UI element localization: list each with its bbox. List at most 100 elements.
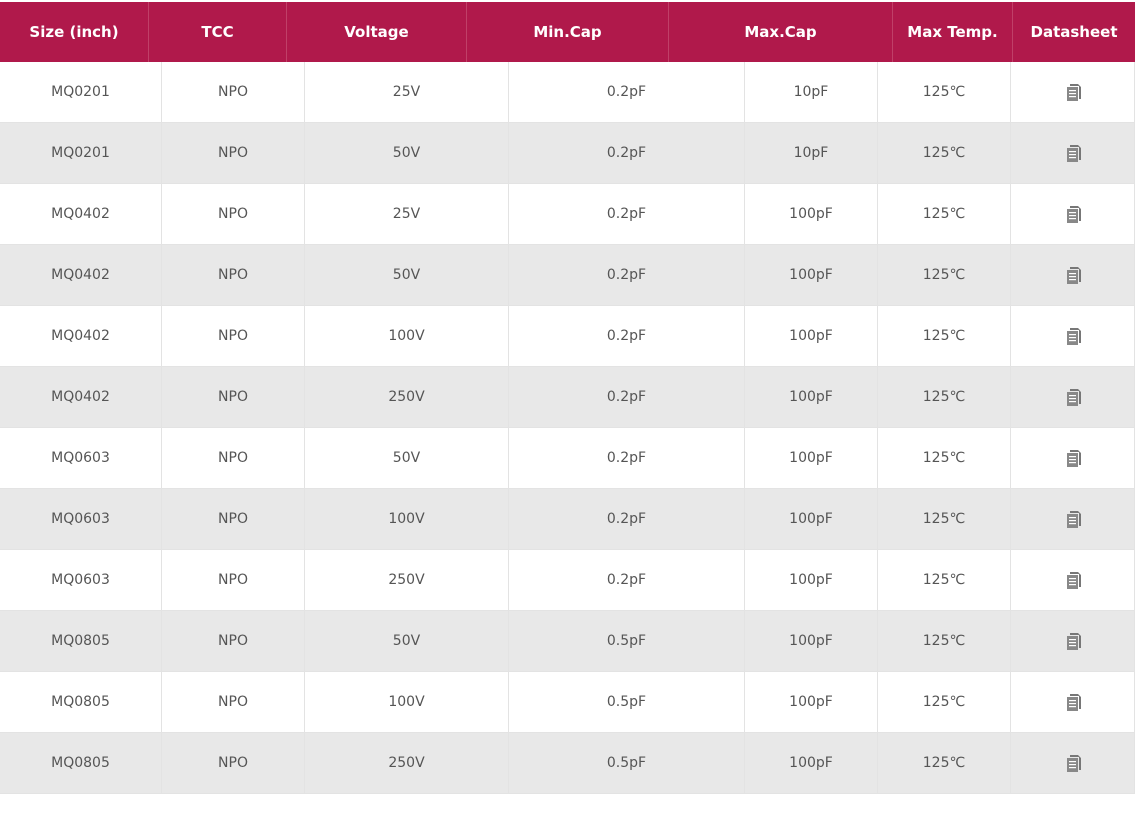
cell-min-cap: 0.5pF	[509, 611, 745, 671]
cell-max-cap: 100pF	[745, 184, 878, 244]
cell-size: MQ0805	[0, 733, 162, 793]
cell-voltage: 50V	[305, 428, 509, 488]
cell-voltage: 100V	[305, 672, 509, 732]
cell-tcc: NPO	[162, 489, 305, 549]
cell-tcc: NPO	[162, 184, 305, 244]
cell-size: MQ0603	[0, 550, 162, 610]
table-body: MQ0201 NPO 25V 0.2pF 10pF 125℃ MQ0201 NPO 50V 0.2…	[0, 62, 1135, 794]
cell-min-cap: 0.2pF	[509, 123, 745, 183]
cell-datasheet[interactable]	[1011, 733, 1135, 793]
cell-max-temp: 125℃	[878, 672, 1011, 732]
document-icon[interactable]	[1066, 755, 1081, 772]
cell-min-cap: 0.2pF	[509, 184, 745, 244]
cell-max-temp: 125℃	[878, 550, 1011, 610]
cell-size: MQ0805	[0, 672, 162, 732]
cell-datasheet[interactable]	[1011, 428, 1135, 488]
cell-voltage: 50V	[305, 245, 509, 305]
table-row: MQ0402 NPO 250V 0.2pF 100pF 125℃	[0, 367, 1135, 428]
cell-tcc: NPO	[162, 306, 305, 366]
document-icon[interactable]	[1066, 328, 1081, 345]
cell-size: MQ0402	[0, 184, 162, 244]
document-icon[interactable]	[1066, 206, 1081, 223]
header-size: Size (inch)	[0, 2, 149, 62]
table-row: MQ0402 NPO 50V 0.2pF 100pF 125℃	[0, 245, 1135, 306]
header-datasheet: Datasheet	[1030, 23, 1118, 41]
cell-max-temp: 125℃	[878, 245, 1011, 305]
cell-datasheet[interactable]	[1011, 367, 1135, 427]
cell-max-cap: 10pF	[745, 62, 878, 122]
header-max-temp: Max Temp.	[893, 2, 1013, 62]
cell-voltage: 50V	[305, 123, 509, 183]
document-icon[interactable]	[1066, 450, 1081, 467]
cell-size: MQ0402	[0, 306, 162, 366]
table-row: MQ0402 NPO 25V 0.2pF 100pF 125℃	[0, 184, 1135, 245]
cell-max-cap: 100pF	[745, 611, 878, 671]
document-icon[interactable]	[1066, 267, 1081, 284]
table-row: MQ0603 NPO 250V 0.2pF 100pF 125℃	[0, 550, 1135, 611]
cell-size: MQ0201	[0, 62, 162, 122]
cell-min-cap: 0.2pF	[509, 306, 745, 366]
cell-datasheet[interactable]	[1011, 306, 1135, 366]
cell-min-cap: 0.2pF	[509, 550, 745, 610]
header-voltage: Voltage	[287, 2, 467, 62]
cell-tcc: NPO	[162, 123, 305, 183]
cell-datasheet[interactable]	[1011, 184, 1135, 244]
header-min-cap: Min.Cap	[467, 2, 669, 62]
document-icon[interactable]	[1066, 511, 1081, 528]
cell-size: MQ0603	[0, 489, 162, 549]
cell-min-cap: 0.2pF	[509, 367, 745, 427]
cell-size: MQ0603	[0, 428, 162, 488]
cell-min-cap: 0.2pF	[509, 245, 745, 305]
cell-size: MQ0201	[0, 123, 162, 183]
cell-max-temp: 125℃	[878, 611, 1011, 671]
cell-voltage: 250V	[305, 733, 509, 793]
document-icon[interactable]	[1066, 389, 1081, 406]
header-tcc: TCC	[149, 2, 287, 62]
document-icon[interactable]	[1066, 572, 1081, 589]
table-row: MQ0402 NPO 100V 0.2pF 100pF 125℃	[0, 306, 1135, 367]
document-icon[interactable]	[1066, 633, 1081, 650]
cell-voltage: 25V	[305, 62, 509, 122]
cell-datasheet[interactable]	[1011, 62, 1135, 122]
cell-min-cap: 0.5pF	[509, 672, 745, 732]
table-row: MQ0201 NPO 25V 0.2pF 10pF 125℃	[0, 62, 1135, 123]
cell-min-cap: 0.2pF	[509, 489, 745, 549]
cell-datasheet[interactable]	[1011, 672, 1135, 732]
cell-min-cap: 0.2pF	[509, 428, 745, 488]
cell-min-cap: 0.5pF	[509, 733, 745, 793]
cell-tcc: NPO	[162, 611, 305, 671]
document-icon[interactable]	[1066, 84, 1081, 101]
cell-max-cap: 100pF	[745, 367, 878, 427]
cell-size: MQ0402	[0, 245, 162, 305]
cell-tcc: NPO	[162, 245, 305, 305]
cell-datasheet[interactable]	[1011, 489, 1135, 549]
cell-tcc: NPO	[162, 428, 305, 488]
document-icon[interactable]	[1066, 694, 1081, 711]
cell-datasheet[interactable]	[1011, 245, 1135, 305]
table-row: MQ0805 NPO 100V 0.5pF 100pF 125℃	[0, 672, 1135, 733]
cell-max-temp: 125℃	[878, 306, 1011, 366]
header-max-cap: Max.Cap	[669, 2, 893, 62]
cell-max-cap: 100pF	[745, 733, 878, 793]
cell-size: MQ0805	[0, 611, 162, 671]
cell-voltage: 250V	[305, 367, 509, 427]
cell-min-cap: 0.2pF	[509, 62, 745, 122]
cell-max-cap: 10pF	[745, 123, 878, 183]
table-row: MQ0805 NPO 50V 0.5pF 100pF 125℃	[0, 611, 1135, 672]
cell-max-temp: 125℃	[878, 62, 1011, 122]
cell-max-cap: 100pF	[745, 306, 878, 366]
cell-tcc: NPO	[162, 62, 305, 122]
cell-tcc: NPO	[162, 550, 305, 610]
document-icon[interactable]	[1066, 145, 1081, 162]
table-row: MQ0603 NPO 50V 0.2pF 100pF 125℃	[0, 428, 1135, 489]
cell-tcc: NPO	[162, 367, 305, 427]
cell-tcc: NPO	[162, 733, 305, 793]
cell-voltage: 50V	[305, 611, 509, 671]
cell-datasheet[interactable]	[1011, 550, 1135, 610]
cell-max-temp: 125℃	[878, 733, 1011, 793]
cell-size: MQ0402	[0, 367, 162, 427]
cell-datasheet[interactable]	[1011, 123, 1135, 183]
table-header: Size (inch) TCC Voltage Min.Cap Max.Cap Max T…	[0, 2, 1135, 62]
table-row: MQ0603 NPO 100V 0.2pF 100pF 125℃	[0, 489, 1135, 550]
cell-datasheet[interactable]	[1011, 611, 1135, 671]
